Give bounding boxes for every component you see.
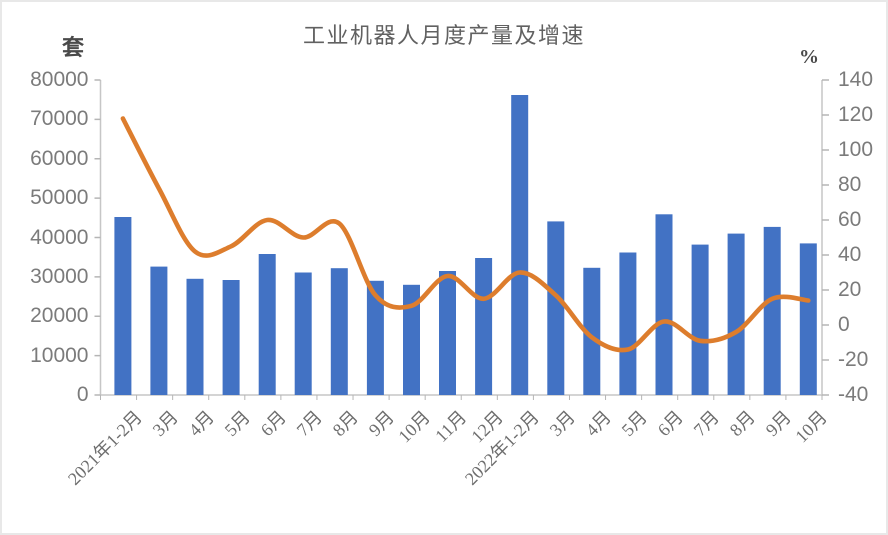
growth-line bbox=[120, 116, 811, 353]
production-bar bbox=[619, 252, 637, 395]
production-bar bbox=[583, 267, 601, 395]
production-bar bbox=[763, 226, 781, 395]
left-axis-unit-label: 套 bbox=[62, 35, 85, 60]
production-bar bbox=[691, 244, 709, 395]
production-bar bbox=[799, 243, 817, 395]
production-bar bbox=[403, 284, 420, 396]
right-axis-tick-label: 40 bbox=[838, 243, 862, 266]
production-bar bbox=[294, 272, 312, 395]
left-axis-tick-label: 30000 bbox=[30, 264, 89, 288]
right-axis-tick-label: -40 bbox=[838, 383, 869, 406]
right-axis-tick-label: 120 bbox=[838, 103, 874, 126]
left-axis-tick-label: 0 bbox=[76, 383, 89, 406]
production-bar bbox=[655, 214, 673, 395]
production-bar bbox=[258, 254, 276, 395]
production-bar bbox=[222, 280, 240, 395]
right-axis-tick-label: 60 bbox=[838, 208, 862, 231]
left-axis-tick-label: 20000 bbox=[30, 304, 89, 328]
chart-title: 工业机器人月度产量及增速 bbox=[302, 23, 585, 48]
production-bar bbox=[150, 266, 168, 395]
left-axis-tick-label: 70000 bbox=[30, 107, 89, 131]
right-axis-tick-label: 0 bbox=[838, 313, 850, 336]
left-axis-tick-label: 10000 bbox=[30, 343, 89, 367]
left-axis-tick-label: 60000 bbox=[30, 146, 89, 170]
production-bar bbox=[727, 233, 745, 395]
left-axis-tick-label: 80000 bbox=[30, 68, 89, 91]
left-axis-tick-label: 50000 bbox=[30, 186, 89, 210]
right-axis-tick-label: 100 bbox=[838, 138, 874, 161]
production-bar bbox=[439, 271, 456, 395]
right-axis-unit-label: % bbox=[799, 46, 819, 68]
production-bar bbox=[547, 221, 565, 395]
right-axis-tick-label: 20 bbox=[838, 278, 862, 301]
right-axis-tick-label: 140 bbox=[838, 68, 874, 91]
left-axis-tick-label: 40000 bbox=[30, 225, 89, 249]
right-axis-tick-label: -20 bbox=[838, 348, 869, 371]
right-axis-tick-label: 80 bbox=[838, 173, 862, 196]
production-bar bbox=[366, 280, 384, 395]
production-bar bbox=[475, 258, 493, 395]
production-bar bbox=[186, 278, 204, 395]
production-bar bbox=[114, 217, 132, 395]
production-bar bbox=[511, 95, 529, 395]
production-bar bbox=[330, 268, 348, 395]
